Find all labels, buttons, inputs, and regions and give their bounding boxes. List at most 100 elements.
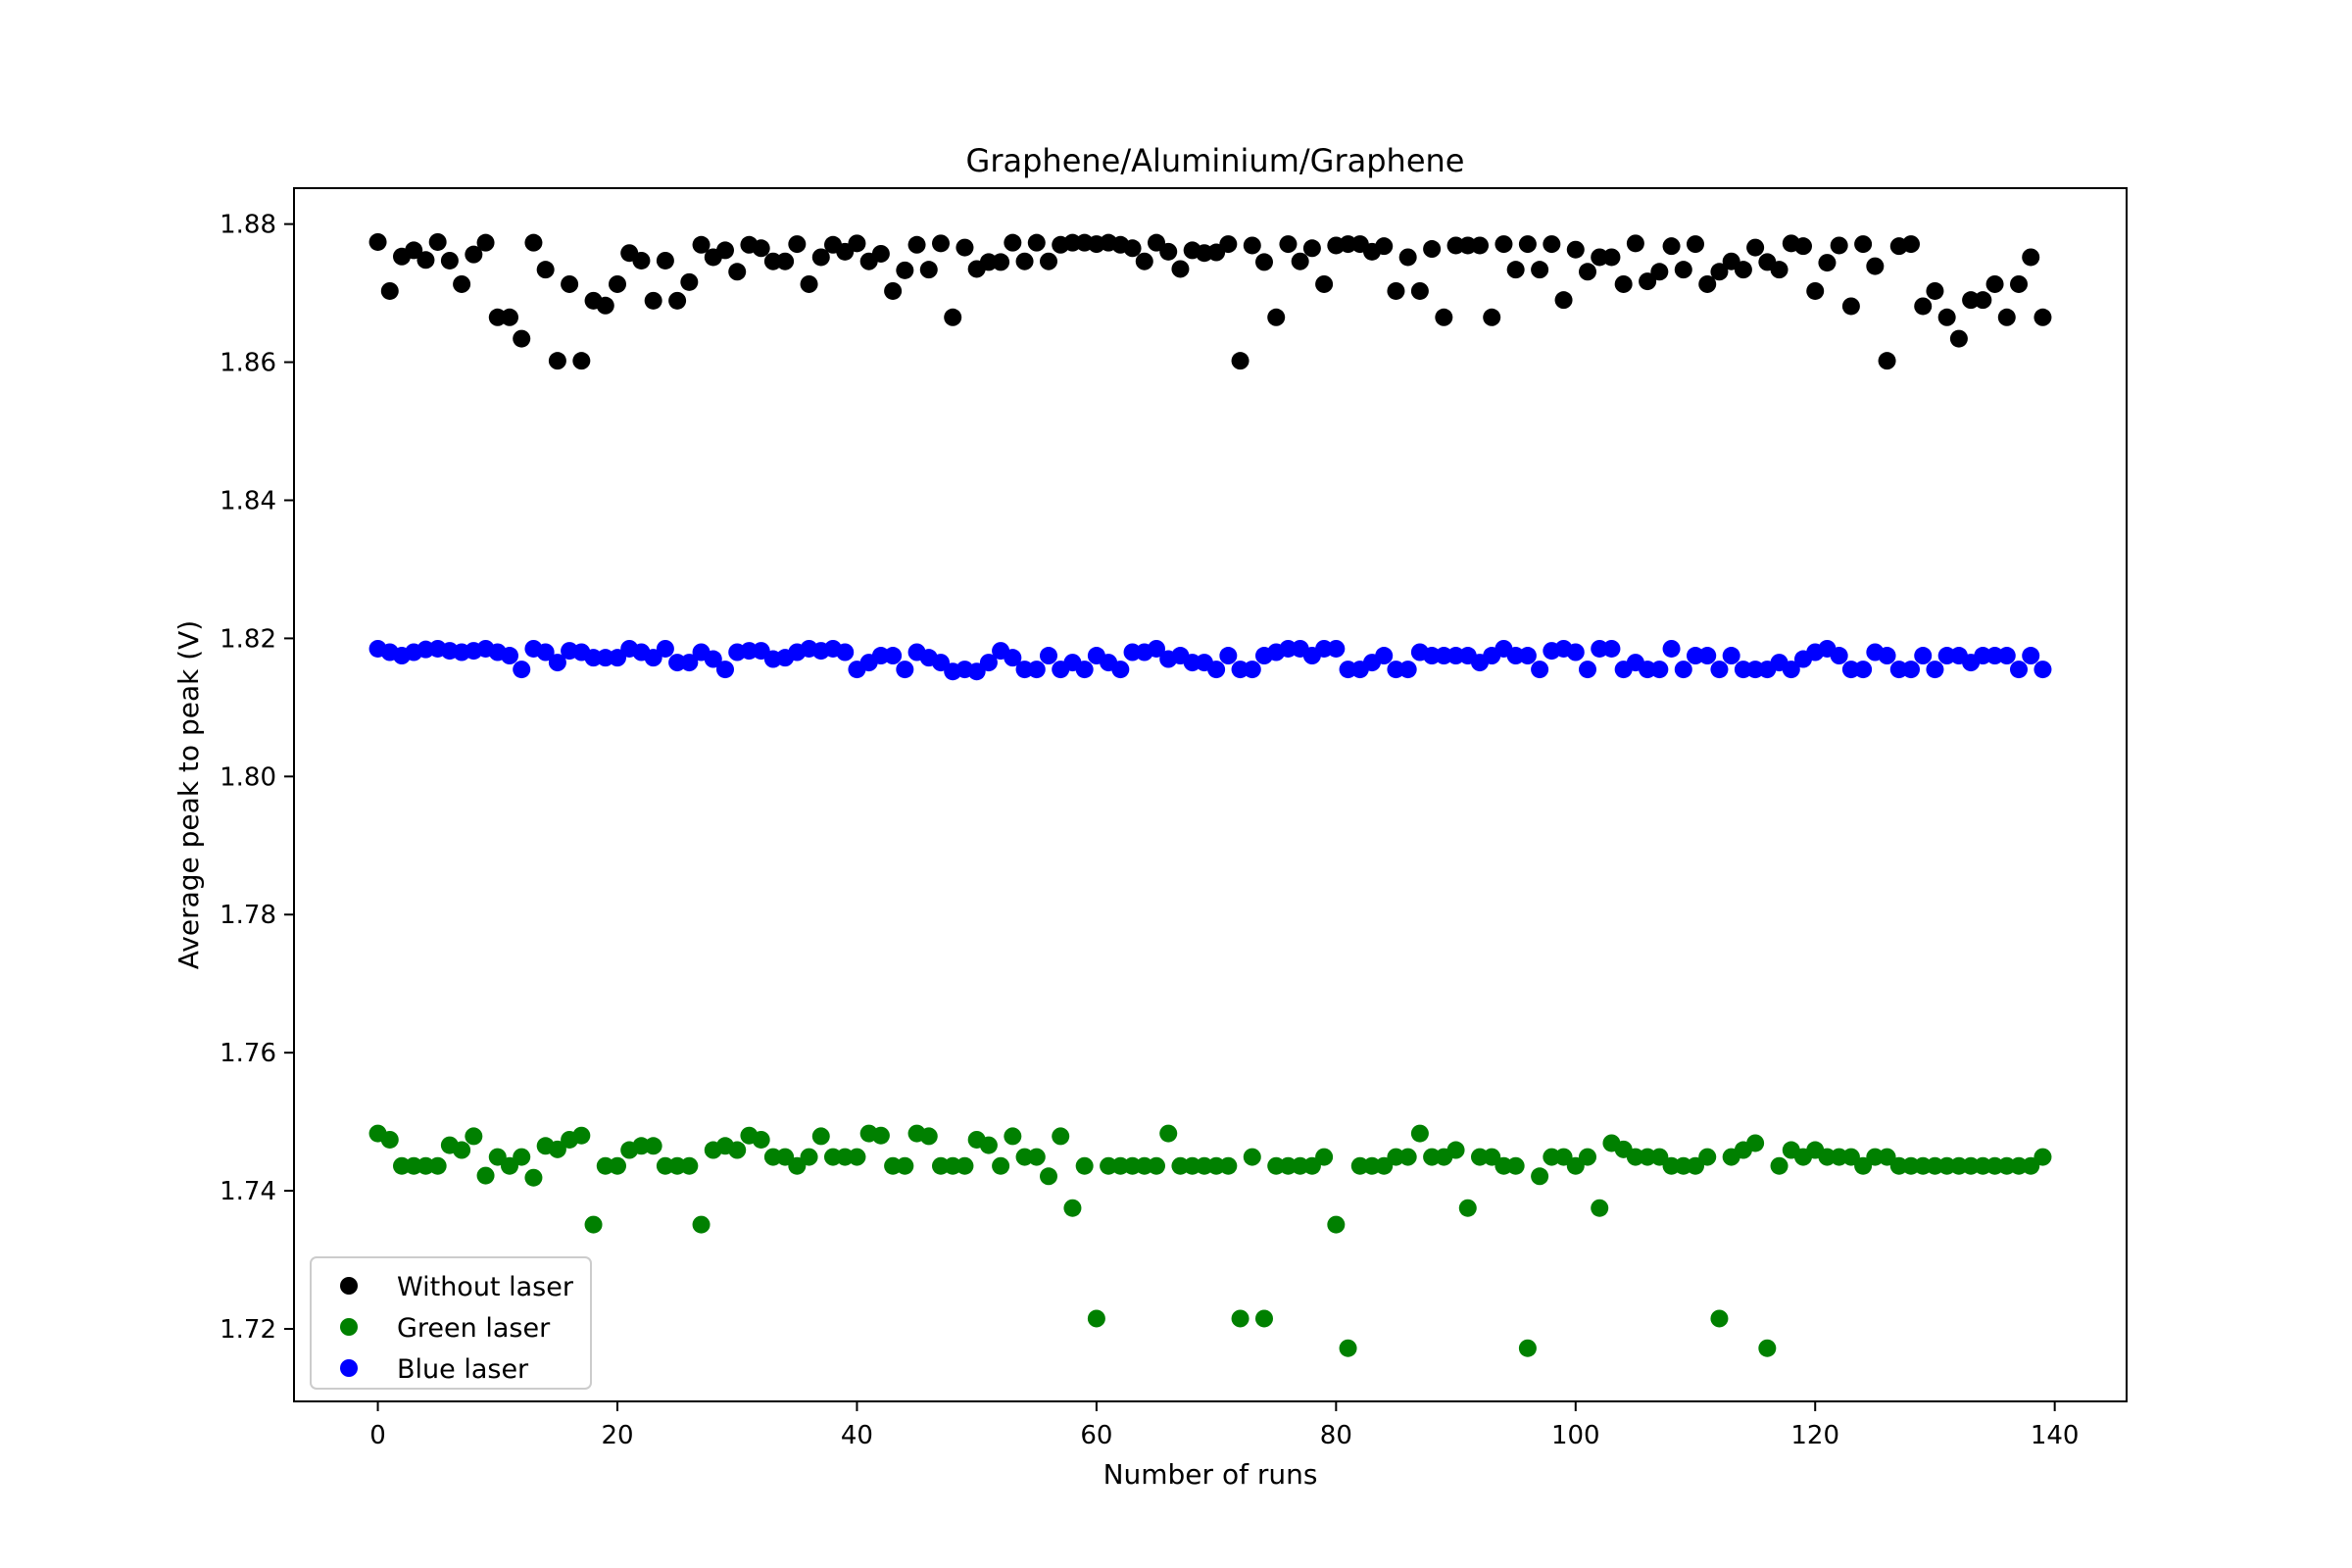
data-point xyxy=(1398,1148,1417,1166)
data-point xyxy=(1854,661,1873,679)
data-point xyxy=(979,654,998,672)
data-point xyxy=(692,235,710,254)
data-point xyxy=(728,1141,747,1159)
data-point xyxy=(1878,647,1896,665)
data-point xyxy=(1243,236,1261,255)
data-point xyxy=(1830,647,1848,665)
data-point xyxy=(1004,233,1022,252)
x-tick-label: 20 xyxy=(601,1421,633,1450)
data-point xyxy=(548,1140,566,1158)
data-point xyxy=(1650,1148,1669,1166)
data-point xyxy=(536,261,555,279)
legend-box xyxy=(310,1256,592,1390)
data-point xyxy=(1602,248,1621,267)
data-point xyxy=(632,251,651,270)
data-point xyxy=(919,261,938,279)
data-point xyxy=(704,650,722,668)
data-point xyxy=(1674,661,1692,679)
data-point xyxy=(680,1156,699,1175)
data-point xyxy=(752,1130,770,1149)
data-point xyxy=(1746,1134,1765,1152)
data-point xyxy=(1531,261,1549,279)
data-point xyxy=(1171,260,1190,278)
data-point xyxy=(1698,647,1717,665)
data-point xyxy=(896,661,914,679)
data-point xyxy=(1626,234,1644,253)
data-point xyxy=(1554,291,1573,310)
plot-area xyxy=(368,232,2052,1357)
data-point xyxy=(476,1166,495,1185)
data-point xyxy=(1902,661,1920,679)
data-point xyxy=(932,654,950,672)
data-point xyxy=(1506,1156,1525,1175)
data-point xyxy=(1375,647,1394,665)
data-point xyxy=(896,261,914,279)
data-point xyxy=(1111,661,1130,679)
data-point xyxy=(524,1168,543,1187)
data-point xyxy=(716,661,734,679)
data-point xyxy=(609,649,626,667)
series-without-laser xyxy=(368,232,2052,370)
data-point xyxy=(1926,661,1944,679)
data-point xyxy=(1841,1148,1860,1166)
data-point xyxy=(919,1127,938,1146)
data-point xyxy=(1159,1124,1178,1143)
data-point xyxy=(944,308,962,326)
data-point xyxy=(776,1148,795,1166)
data-point xyxy=(1004,649,1022,667)
data-point xyxy=(656,639,674,658)
data-point xyxy=(1579,263,1596,281)
data-point xyxy=(1387,281,1405,300)
data-point xyxy=(1027,233,1046,252)
data-point xyxy=(871,1126,890,1145)
data-point xyxy=(1734,261,1752,279)
data-point xyxy=(680,272,699,291)
data-point xyxy=(1075,661,1094,679)
data-point xyxy=(1914,297,1933,316)
y-tick-label: 1.84 xyxy=(220,486,276,515)
data-point xyxy=(1878,1148,1896,1166)
data-point xyxy=(1458,1199,1477,1217)
legend-label: Green laser xyxy=(397,1313,551,1344)
data-point xyxy=(776,252,795,270)
data-point xyxy=(1722,647,1740,665)
data-point xyxy=(1531,661,1549,679)
data-point xyxy=(1243,661,1261,679)
data-point xyxy=(1662,639,1681,658)
data-point xyxy=(2022,248,2040,267)
data-point xyxy=(524,233,543,252)
data-point xyxy=(1566,1156,1585,1175)
data-point xyxy=(368,232,387,251)
data-point xyxy=(800,274,818,293)
series-blue-laser xyxy=(368,639,2052,681)
data-point xyxy=(1698,274,1717,293)
data-point xyxy=(1291,252,1309,270)
data-point xyxy=(1710,1309,1729,1328)
data-point xyxy=(1566,643,1585,662)
data-point xyxy=(992,253,1010,271)
data-point xyxy=(692,1215,710,1234)
data-point xyxy=(907,235,926,254)
data-point xyxy=(428,1156,447,1175)
data-point xyxy=(992,1156,1010,1175)
data-point xyxy=(1267,308,1286,326)
data-point xyxy=(1698,1148,1717,1166)
data-point xyxy=(1746,238,1765,257)
data-point xyxy=(871,244,890,263)
data-point xyxy=(1410,1124,1429,1143)
data-point xyxy=(1841,297,1860,316)
data-point xyxy=(513,329,531,348)
data-point xyxy=(513,1148,531,1166)
y-tick-label: 1.80 xyxy=(220,762,276,792)
data-point xyxy=(1302,239,1321,258)
y-tick-label: 1.76 xyxy=(220,1039,276,1068)
data-point xyxy=(1830,236,1848,255)
data-point xyxy=(1123,239,1142,258)
data-point xyxy=(1770,1156,1788,1175)
data-point xyxy=(811,248,830,267)
data-point xyxy=(896,1156,914,1175)
data-point xyxy=(644,1137,662,1155)
data-point xyxy=(440,251,459,270)
data-point xyxy=(1315,1148,1334,1166)
